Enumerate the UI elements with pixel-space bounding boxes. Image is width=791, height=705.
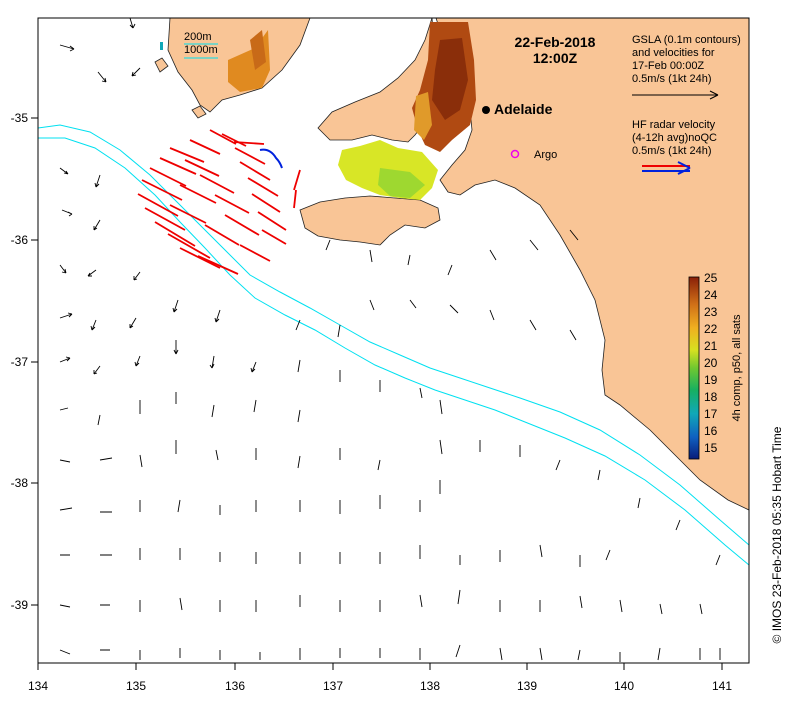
- colorbar-tick-15: 15: [704, 441, 718, 455]
- x-tick-135: 135: [126, 679, 146, 693]
- colorbar-tick-22: 22: [704, 322, 718, 336]
- colorbar-tick-16: 16: [704, 424, 718, 438]
- depth-legend-1000m: 1000m: [184, 44, 218, 56]
- y-axis-labels: -35 -36 -37 -38 -39: [11, 111, 29, 612]
- y-tick-36: -36: [11, 233, 29, 247]
- gsla-legend-line2: and velocities for: [632, 47, 715, 59]
- x-tick-136: 136: [225, 679, 245, 693]
- adelaide-label: Adelaide: [494, 101, 553, 117]
- gsla-legend-line4: 0.5m/s (1kt 24h): [632, 73, 711, 85]
- shelf-contours: [38, 124, 749, 566]
- argo-label: Argo: [534, 149, 557, 161]
- depth-legend-200m: 200m: [184, 31, 212, 43]
- hf-legend: HF radar velocity (4-12h avg)noQC 0.5m/s…: [632, 119, 717, 175]
- colorbar-tick-24: 24: [704, 288, 718, 302]
- x-tick-138: 138: [420, 679, 440, 693]
- sst-data: [228, 22, 476, 200]
- x-tick-134: 134: [28, 679, 48, 693]
- contour-1000m: [38, 137, 749, 566]
- colorbar-tick-17: 17: [704, 407, 718, 421]
- x-tick-139: 139: [517, 679, 537, 693]
- credit-text: © IMOS 23-Feb-2018 05:35 Hobart Time: [770, 426, 784, 643]
- colorbar-tick-18: 18: [704, 390, 718, 404]
- axis-ticks: [31, 117, 723, 670]
- x-tick-141: 141: [712, 679, 732, 693]
- colorbar-tick-21: 21: [704, 339, 718, 353]
- colorbar-tick-20: 20: [704, 356, 718, 370]
- hf-legend-line2: (4-12h avg)noQC: [632, 132, 717, 144]
- colorbar: 25 24 23 22 21 20 19 18 17 16 15 4h comp…: [688, 271, 743, 460]
- depth-legend: 200m 1000m: [160, 31, 218, 59]
- map-time: 12:00Z: [533, 50, 578, 66]
- y-tick-38: -38: [11, 476, 29, 490]
- colorbar-label: 4h comp, p50, all sats: [731, 314, 743, 422]
- south-australia-mainland: [435, 18, 749, 511]
- x-axis-labels: 134 135 136 137 138 139 140 141: [28, 679, 732, 693]
- hf-legend-line3: 0.5m/s (1kt 24h): [632, 145, 711, 157]
- adelaide-marker: [482, 106, 490, 114]
- hf-radar-arrows: [137, 129, 301, 275]
- contour-200m: [38, 124, 749, 546]
- argo-marker: [510, 149, 520, 159]
- kangaroo-island: [299, 195, 441, 246]
- y-tick-37: -37: [11, 355, 29, 369]
- colorbar-tick-23: 23: [704, 305, 718, 319]
- gsla-legend-line3: 17-Feb 00:00Z: [632, 60, 704, 72]
- colorbar-tick-25: 25: [704, 271, 718, 285]
- x-tick-140: 140: [614, 679, 634, 693]
- map-frame: [37, 17, 750, 664]
- gsla-legend: GSLA (0.1m contours) and velocities for …: [632, 34, 741, 100]
- map-date: 22-Feb-2018: [515, 34, 596, 50]
- blue-current-arrow: [259, 148, 283, 169]
- gsla-velocity-arrows: [59, 18, 721, 662]
- y-tick-35: -35: [11, 111, 29, 125]
- gsla-legend-line1: GSLA (0.1m contours): [632, 34, 741, 46]
- x-tick-137: 137: [323, 679, 343, 693]
- y-tick-39: -39: [11, 598, 29, 612]
- colorbar-tick-19: 19: [704, 373, 718, 387]
- hf-legend-line1: HF radar velocity: [632, 119, 716, 131]
